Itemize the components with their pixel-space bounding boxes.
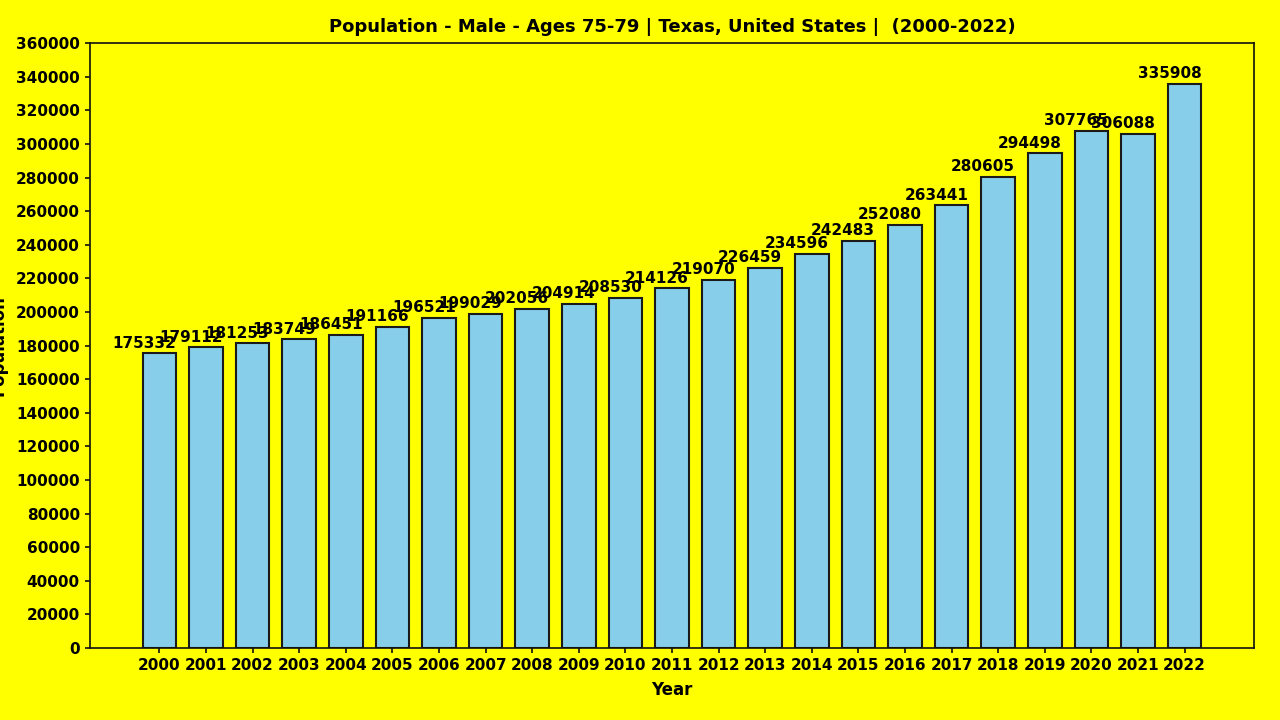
Text: 202056: 202056	[485, 291, 549, 306]
Bar	[795, 254, 828, 648]
Text: 186451: 186451	[300, 318, 362, 332]
Text: 179112: 179112	[159, 330, 223, 345]
Text: 294498: 294498	[997, 136, 1061, 150]
Bar	[934, 205, 969, 648]
Text: 204914: 204914	[531, 287, 595, 301]
Text: 183749: 183749	[252, 322, 316, 337]
Bar	[422, 318, 456, 648]
Text: 196521: 196521	[392, 300, 456, 315]
Bar	[283, 339, 316, 648]
Text: 226459: 226459	[718, 250, 782, 265]
Text: 219070: 219070	[672, 263, 736, 277]
Bar	[468, 314, 502, 648]
Text: 306088: 306088	[1091, 116, 1155, 131]
Bar	[749, 268, 782, 648]
X-axis label: Year: Year	[652, 681, 692, 699]
Text: 175332: 175332	[113, 336, 177, 351]
Text: 263441: 263441	[905, 188, 969, 203]
Y-axis label: Population: Population	[0, 295, 8, 396]
Text: 208530: 208530	[579, 280, 643, 295]
Text: 234596: 234596	[764, 236, 828, 251]
Text: 280605: 280605	[951, 159, 1015, 174]
Bar	[1028, 153, 1061, 648]
Bar	[189, 347, 223, 648]
Text: 199029: 199029	[439, 296, 502, 311]
Text: 252080: 252080	[858, 207, 922, 222]
Bar	[608, 297, 643, 648]
Title: Population - Male - Ages 75-79 | Texas, United States |  (2000-2022): Population - Male - Ages 75-79 | Texas, …	[329, 18, 1015, 36]
Bar	[1121, 134, 1155, 648]
Bar	[562, 304, 595, 648]
Text: 214126: 214126	[625, 271, 689, 286]
Text: 181253: 181253	[206, 326, 269, 341]
Bar	[1167, 84, 1202, 648]
Bar	[142, 354, 177, 648]
Text: 307765: 307765	[1044, 114, 1108, 128]
Bar	[842, 240, 876, 648]
Bar	[982, 176, 1015, 648]
Bar	[516, 309, 549, 648]
Bar	[655, 288, 689, 648]
Bar	[701, 280, 736, 648]
Text: 335908: 335908	[1138, 66, 1202, 81]
Bar	[329, 335, 362, 648]
Bar	[236, 343, 269, 648]
Text: 242483: 242483	[812, 223, 876, 238]
Bar	[1075, 131, 1108, 648]
Text: 191166: 191166	[346, 310, 410, 324]
Bar	[888, 225, 922, 648]
Bar	[375, 327, 410, 648]
